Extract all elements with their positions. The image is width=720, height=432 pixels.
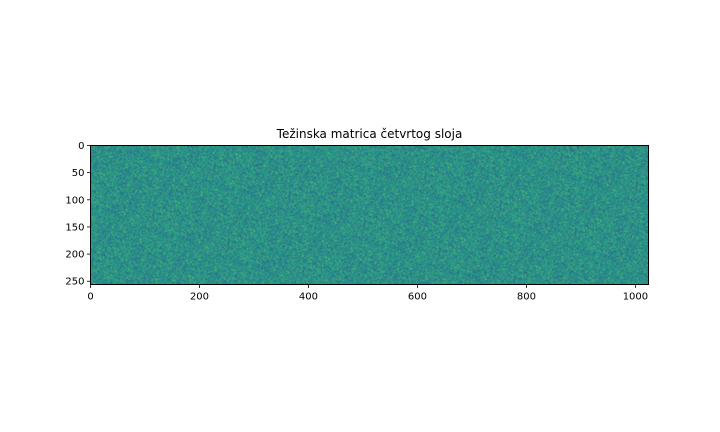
y-tick-label: 100 [65, 195, 84, 206]
y-tick-label: 0 [78, 141, 84, 152]
x-tick-label: 800 [517, 292, 536, 303]
y-tick-label: 200 [65, 250, 84, 261]
x-tick-label: 1000 [623, 292, 648, 303]
x-axis: 0 200 400 600 800 1000 [87, 284, 648, 303]
chart-title: Težinska matrica četvrtog sloja [276, 127, 463, 141]
x-tick-label: 400 [299, 292, 318, 303]
axes-frame [90, 145, 649, 285]
x-tick-label: 200 [190, 292, 209, 303]
heatmap-image [90, 145, 649, 285]
x-tick-label: 600 [408, 292, 427, 303]
y-tick-label: 250 [65, 277, 84, 288]
y-axis: 0 50 100 150 200 250 [65, 141, 91, 288]
y-tick-label: 50 [72, 168, 85, 179]
x-tick-label: 0 [87, 292, 93, 303]
y-tick-label: 150 [65, 222, 84, 233]
